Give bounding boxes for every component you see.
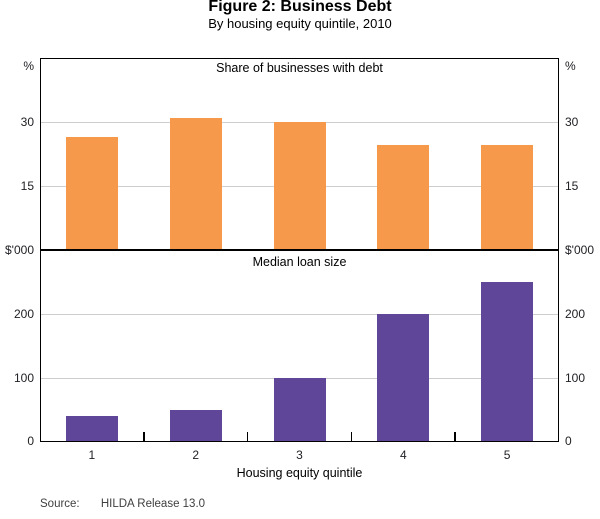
bar (169, 410, 222, 442)
y-tick-label-left: 200 (13, 307, 34, 321)
figure-title: Figure 2: Business Debt (208, 0, 392, 15)
source-label: Source: (40, 498, 80, 510)
bar (481, 145, 534, 250)
category-tick (350, 432, 353, 441)
y-tick-label-right: 15 (565, 179, 579, 193)
y-tick-label-left: 30 (20, 115, 34, 129)
bar (273, 122, 326, 250)
category-tick (246, 432, 249, 441)
figure-subtitle: By housing equity quintile, 2010 (208, 16, 392, 31)
bar (377, 145, 430, 250)
bar (65, 416, 118, 442)
x-tick-label: 2 (192, 448, 200, 462)
y-tick-label-right: 200 (565, 307, 586, 321)
source-line: Source: HILDA Release 13.0 (40, 498, 205, 510)
y-tick-label-right: 30 (565, 115, 579, 129)
bar (65, 136, 118, 250)
y-tick-label-right: 100 (565, 371, 586, 385)
y-axis-unit-label-right: $'000 (565, 243, 594, 257)
bar (377, 314, 430, 442)
category-tick (143, 432, 145, 441)
panel-title: Median loan size (252, 255, 347, 269)
x-tick-label: 4 (399, 448, 407, 462)
gridline (40, 314, 559, 315)
bar (169, 117, 222, 250)
y-tick-label-left: 15 (20, 179, 34, 193)
x-tick-label: 3 (296, 448, 303, 462)
x-tick-label: 1 (88, 448, 96, 462)
y-tick-label-left: 100 (13, 371, 34, 385)
y-axis-unit-label-left: % (23, 59, 34, 73)
y-axis-unit-label-right: % (565, 59, 576, 73)
y-axis-unit-label-left: $'000 (5, 243, 34, 257)
panel-title: Share of businesses with debt (216, 61, 383, 75)
x-tick-label: 5 (503, 448, 511, 462)
y-zero-label-right: 0 (565, 434, 572, 448)
category-tick (454, 432, 456, 441)
source-value: HILDA Release 13.0 (100, 498, 206, 510)
bar (273, 378, 326, 442)
x-axis-title: Housing equity quintile (236, 466, 363, 480)
bar (481, 282, 534, 442)
y-zero-label-left: 0 (27, 434, 34, 448)
